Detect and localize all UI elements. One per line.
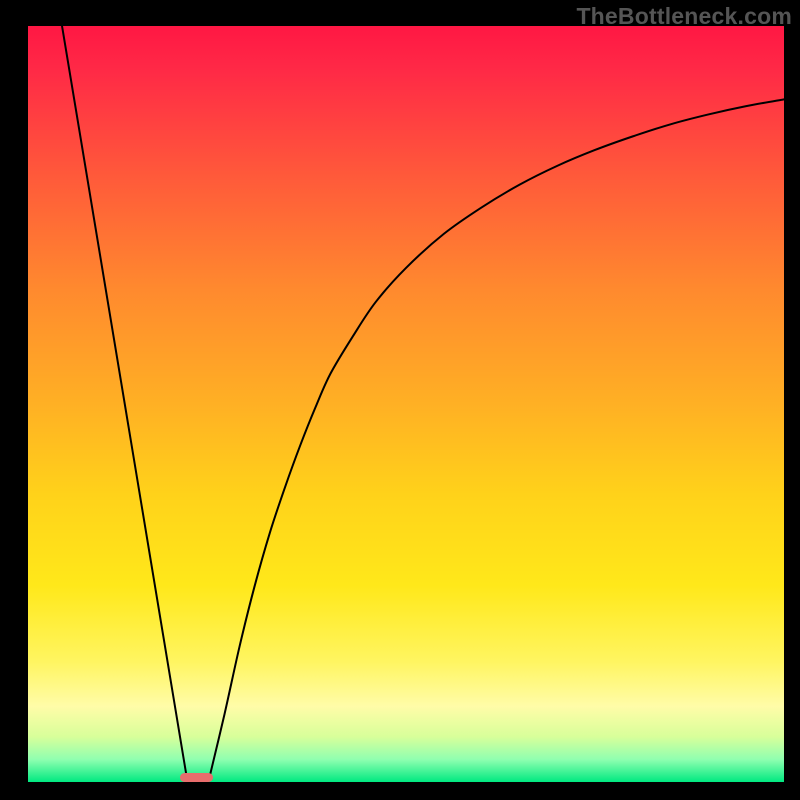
chart-container: TheBottleneck.com [0,0,800,800]
minimum-marker [180,773,213,783]
watermark-text: TheBottleneck.com [576,3,792,30]
plot-area [28,26,784,782]
gradient-background [28,26,784,782]
